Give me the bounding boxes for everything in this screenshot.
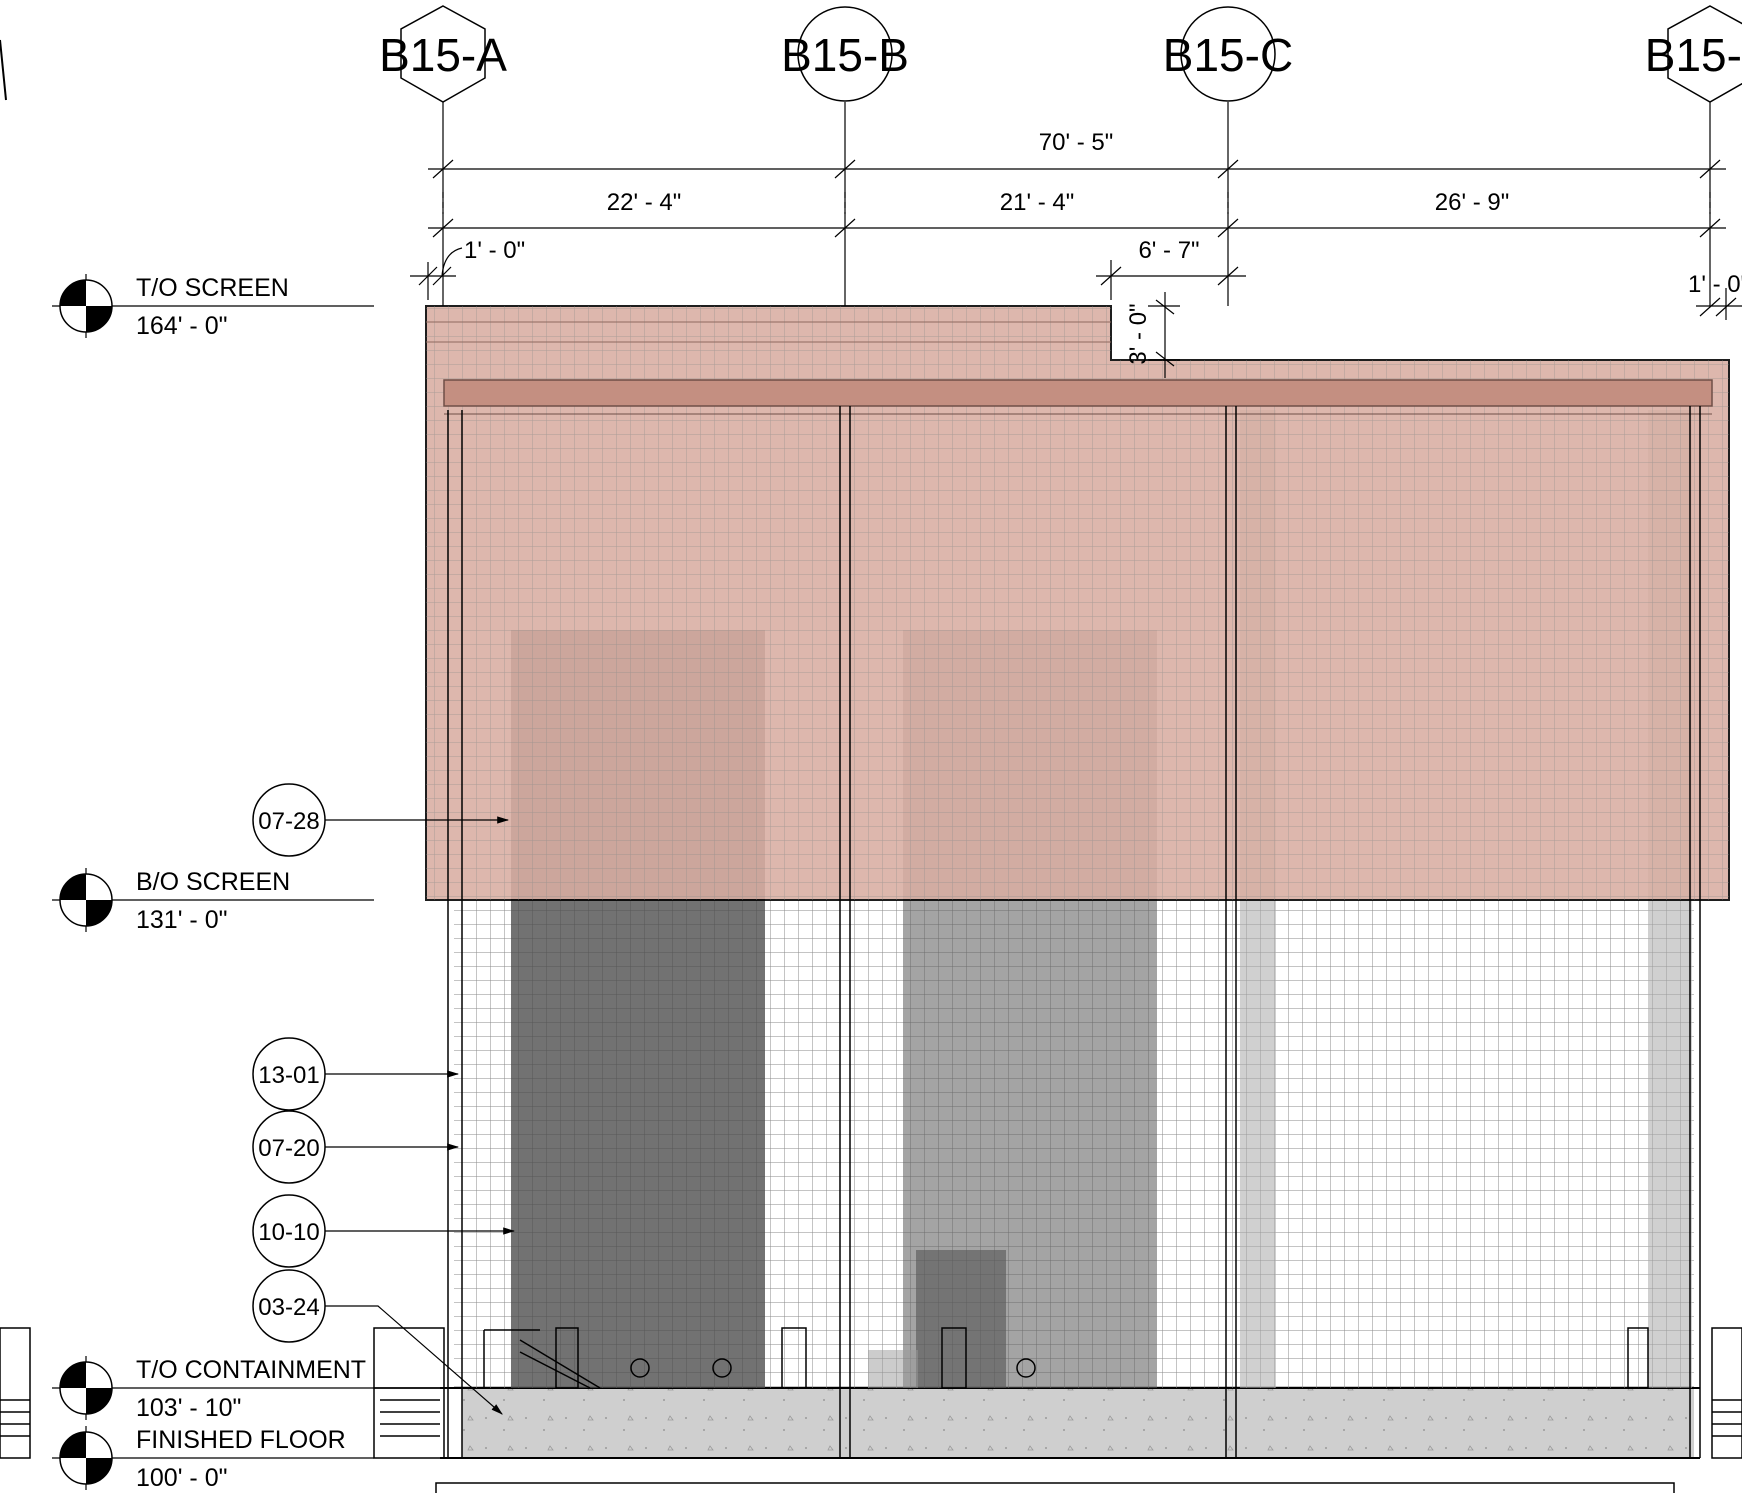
dim-offset-right-text: 1' - 0" (1688, 271, 1742, 298)
dimension-overall (428, 159, 1726, 179)
svg-text:13-01: 13-01 (258, 1062, 319, 1089)
svg-text:B15-A: B15-A (379, 29, 507, 81)
grid-line-b15-b: B15-B (781, 6, 909, 306)
svg-text:103' - 10": 103' - 10" (136, 1394, 241, 1422)
dim-overall-text: 70' - 5" (1039, 129, 1113, 156)
dim-bay-cd-text: 26' - 9" (1435, 189, 1509, 216)
svg-text:07-20: 07-20 (258, 1135, 319, 1162)
screen-panel-upper (425, 305, 1730, 901)
dim-step-height-text: 3' - 0" (1125, 303, 1152, 364)
svg-text:B15-C: B15-C (1163, 29, 1293, 81)
title-strip (435, 1482, 1675, 1493)
dimension-step-height (1148, 292, 1180, 378)
containment-slab (440, 1387, 1700, 1459)
stair-railing-left (0, 1327, 1036, 1459)
svg-text:164' - 0": 164' - 0" (136, 312, 227, 340)
structural-posts (447, 406, 1701, 1458)
level-marker-to-containment: T/O CONTAINMENT 103' - 10" (52, 1356, 374, 1422)
dimension-offset-mid (1096, 260, 1246, 300)
svg-text:10-10: 10-10 (258, 1219, 319, 1246)
svg-text:T/O CONTAINMENT: T/O CONTAINMENT (136, 1356, 366, 1384)
level-marker-bo-screen: B/O SCREEN 131' - 0" (52, 868, 374, 934)
keynote-tag-07-20: 07-20 (252, 1110, 460, 1184)
dimension-offset-left (410, 247, 463, 300)
stair-railing-right (1627, 1327, 1742, 1459)
svg-text:B15-D: B15-D (1645, 29, 1742, 81)
svg-text:FINISHED FLOOR: FINISHED FLOOR (136, 1426, 346, 1454)
grid-line-b15-d: B15-D (1645, 5, 1742, 306)
level-marker-to-screen: T/O SCREEN 164' - 0" (52, 274, 374, 340)
dim-offset-mid-text: 6' - 7" (1138, 237, 1199, 264)
keynote-tag-10-10: 10-10 (252, 1194, 516, 1268)
dim-bay-bc-text: 21' - 4" (1000, 189, 1074, 216)
svg-text:B/O SCREEN: B/O SCREEN (136, 868, 290, 896)
dimension-bays (428, 192, 1726, 238)
svg-text:B15-B: B15-B (781, 29, 909, 81)
svg-text:131' - 0": 131' - 0" (136, 906, 227, 934)
svg-text:T/O SCREEN: T/O SCREEN (136, 274, 289, 302)
keynote-tag-13-01: 13-01 (252, 1037, 460, 1111)
svg-text:07-28: 07-28 (258, 808, 319, 835)
cropped-grid-mark (0, 39, 7, 101)
dim-offset-left-text: 1' - 0" (464, 237, 525, 264)
dim-bay-ab-text: 22' - 4" (607, 189, 681, 216)
dimension-offset-right (1696, 288, 1742, 320)
grid-line-b15-c: B15-C (1163, 6, 1293, 306)
svg-text:03-24: 03-24 (258, 1294, 319, 1321)
grid-line-b15-a: B15-A (379, 5, 507, 306)
keynote-tag-03-24: 03-24 (252, 1269, 503, 1415)
level-marker-finished-floor: FINISHED FLOOR 100' - 0" (52, 1426, 374, 1492)
keynote-tag-07-28: 07-28 (252, 783, 510, 857)
svg-text:100' - 0": 100' - 0" (136, 1464, 227, 1492)
